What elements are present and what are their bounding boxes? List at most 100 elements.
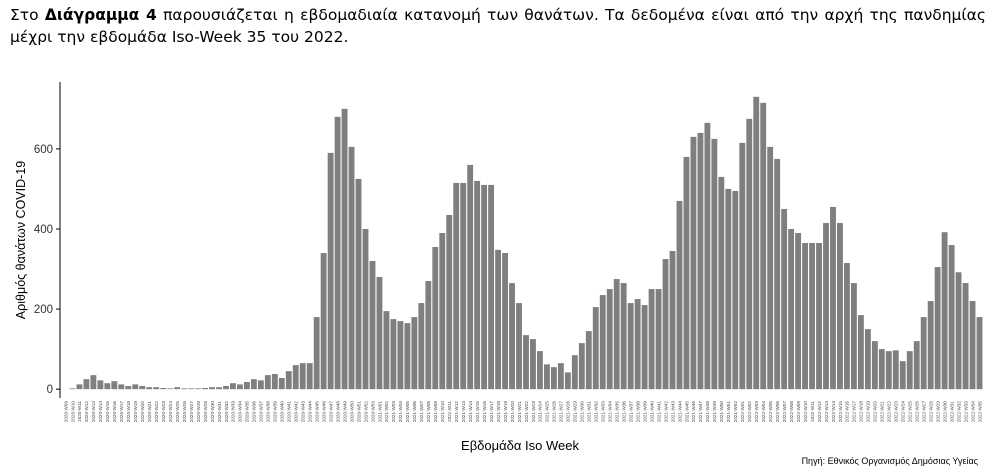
bar <box>362 228 369 390</box>
bar <box>76 384 83 390</box>
bar <box>195 388 201 390</box>
x-tick-label: 2021-W47 <box>698 401 703 423</box>
bar <box>816 243 822 390</box>
bar <box>530 339 536 390</box>
x-tick-label: 2021-W01 <box>377 401 382 423</box>
x-tick-label: 2021-W27 <box>559 401 564 423</box>
text: Στο <box>10 6 39 24</box>
x-tick-label: 2022-W05 <box>768 401 773 423</box>
x-tick-label: 2021-W41 <box>656 401 661 423</box>
x-tick-label: 2020-W53 <box>370 401 375 423</box>
x-tick-label: 2022-W20 <box>873 401 878 423</box>
bar <box>920 317 927 390</box>
x-tick-label: 2021-W48 <box>705 401 710 423</box>
x-tick-label: 2021-W23 <box>531 401 536 423</box>
x-tick-label: 2020-W50 <box>349 401 354 423</box>
bar <box>432 247 439 390</box>
bar <box>216 387 222 390</box>
x-tick-label: 2022-W24 <box>901 401 906 423</box>
source: Πηγή: Εθνικός Οργανισμός Δημόσιας Υγείας <box>802 456 979 466</box>
bar <box>502 253 508 390</box>
x-tick-label: 2021-W31 <box>587 401 592 423</box>
y-axis-title: Αριθμός θανάτων COVID-19 <box>14 161 28 319</box>
x-tick-label: 2020-W26 <box>182 401 187 423</box>
y-tick-label: 600 <box>34 144 53 156</box>
bar <box>830 206 836 390</box>
x-tick-label: 2022-W28 <box>928 401 933 423</box>
x-tick-label: 2020-W36 <box>252 401 257 423</box>
bar <box>369 261 376 390</box>
x-tick-label: 2020-W17 <box>119 401 124 423</box>
bar <box>837 222 843 390</box>
x-tick-label: 2020-W35 <box>245 401 250 423</box>
x-tick-label: 2021-W52 <box>733 401 738 423</box>
x-tick-label: 2020-W15 <box>105 401 110 423</box>
x-tick-label: 2021-W10 <box>440 401 445 423</box>
bar <box>627 303 634 390</box>
bar <box>223 385 229 390</box>
x-tick-label: 2020-W30 <box>210 401 215 423</box>
bar <box>599 295 606 390</box>
bar <box>285 371 292 390</box>
x-tick-label: 2021-W49 <box>712 401 717 423</box>
x-tick-label: 2021-W13 <box>461 401 466 423</box>
bar <box>278 377 285 390</box>
bar <box>243 381 250 390</box>
bar <box>481 184 488 390</box>
x-tick-label: 2021-W34 <box>608 401 613 423</box>
bar <box>90 375 97 390</box>
x-tick-label: 2021-W44 <box>677 401 682 423</box>
bold-text: Διάγραμμα 4 <box>44 6 157 24</box>
bar <box>955 272 962 390</box>
bar <box>167 388 174 390</box>
bar <box>523 335 529 390</box>
x-tick-label: 2020-W49 <box>342 401 347 423</box>
bar <box>299 363 306 390</box>
x-tick-label: 2022-W32 <box>956 401 961 423</box>
x-tick-label: 2020-W41 <box>287 401 292 423</box>
bar <box>725 188 732 390</box>
bar <box>557 363 564 390</box>
bar <box>941 232 948 390</box>
x-tick-label: 2022-W16 <box>845 401 850 423</box>
x-tick-label: 2022-W06 <box>775 401 780 423</box>
bar <box>906 351 913 390</box>
x-tick-label: 2022-W02 <box>747 401 752 423</box>
bar <box>236 384 243 390</box>
x-tick-label: 2020-W18 <box>126 401 131 423</box>
x-tick-label: 2021-W28 <box>566 401 571 423</box>
x-tick-label: 2021-W15 <box>475 401 480 423</box>
bar <box>913 341 920 390</box>
x-tick-label: 2021-W16 <box>482 401 487 423</box>
bar <box>327 152 334 390</box>
bar <box>655 289 662 390</box>
bar <box>669 251 676 390</box>
bar <box>760 102 767 390</box>
bar <box>718 176 725 390</box>
x-tick-label: 2020-W44 <box>307 401 312 423</box>
x-tick-label: 2022-W07 <box>782 401 787 423</box>
bar <box>662 259 669 390</box>
x-tick-label: 2022-W22 <box>887 401 892 423</box>
x-tick-label: 2020-W40 <box>280 401 285 423</box>
x-tick-label: 2021-W04 <box>398 401 403 423</box>
y-tick-label: 0 <box>47 384 53 396</box>
x-tick-label: 2021-W24 <box>538 401 543 423</box>
y-tick-label: 400 <box>34 224 53 236</box>
bar <box>160 387 167 390</box>
bar <box>976 317 983 390</box>
bar <box>864 329 871 390</box>
bar <box>767 146 774 390</box>
bar <box>543 364 550 390</box>
x-tick-label: 2021-W17 <box>489 401 494 423</box>
bar <box>927 301 934 390</box>
x-axis-title: Εβδομάδα Iso Week <box>461 438 579 453</box>
bar <box>411 317 418 390</box>
x-tick-label: 2021-W08 <box>426 401 431 423</box>
x-tick-label: 2022-W34 <box>970 401 975 423</box>
bar <box>613 279 620 390</box>
x-tick-label: 2020-W16 <box>112 401 117 423</box>
bar <box>962 283 969 390</box>
